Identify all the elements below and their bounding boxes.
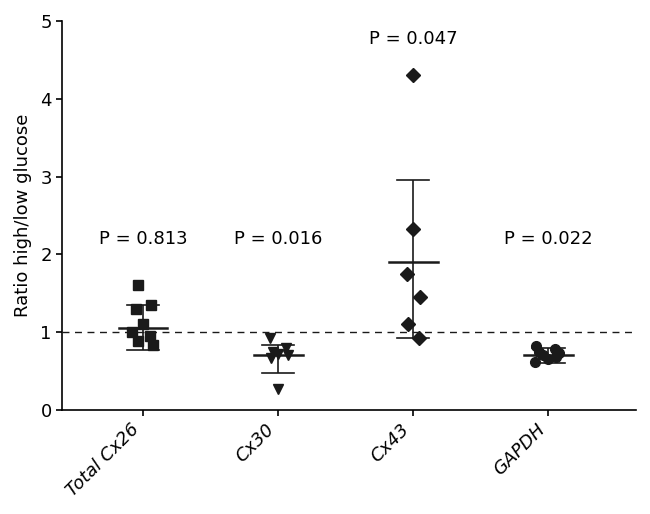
Text: P = 0.016: P = 0.016 xyxy=(234,230,322,248)
Text: P = 0.022: P = 0.022 xyxy=(504,230,593,248)
Text: P = 0.047: P = 0.047 xyxy=(369,30,458,48)
Text: P = 0.813: P = 0.813 xyxy=(99,230,187,248)
Y-axis label: Ratio high/low glucose: Ratio high/low glucose xyxy=(14,114,32,317)
